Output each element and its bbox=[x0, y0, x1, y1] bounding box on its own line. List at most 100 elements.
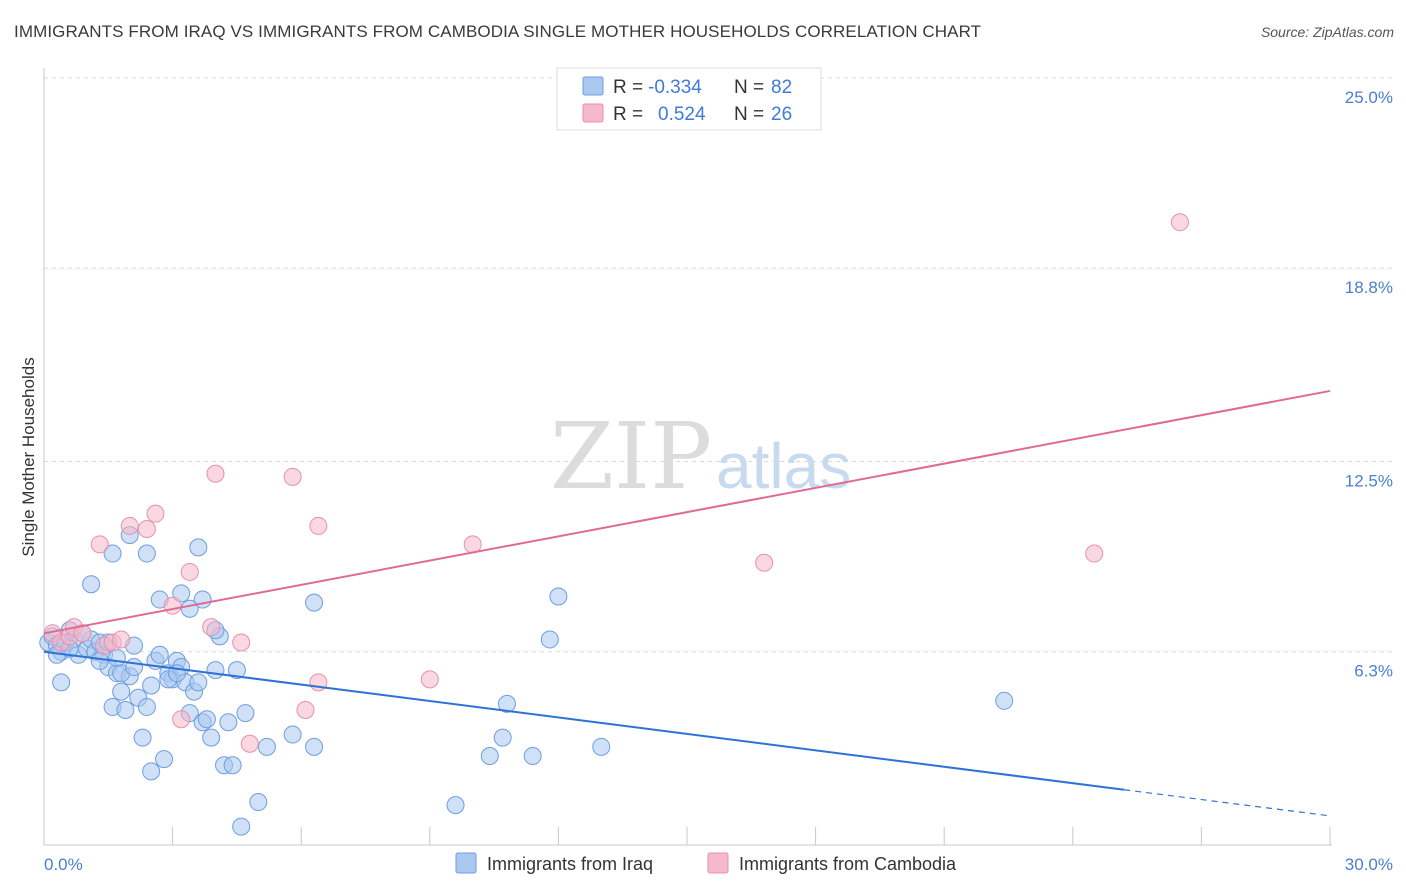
data-point bbox=[1170, 213, 1189, 232]
chart-title: IMMIGRANTS FROM IRAQ VS IMMIGRANTS FROM … bbox=[14, 22, 982, 41]
data-point bbox=[995, 691, 1014, 710]
legend-n-label-iraq: N = bbox=[734, 77, 764, 98]
x-tick-labels: 0.0% 30.0% bbox=[44, 855, 1393, 874]
series-swatch-iraq bbox=[455, 852, 477, 874]
y-tick-label: 25.0% bbox=[1345, 88, 1393, 107]
data-point bbox=[206, 464, 225, 483]
legend-n-value-iraq: 82 bbox=[771, 77, 792, 98]
legend-r-label-cambodia: R = bbox=[613, 104, 643, 125]
data-point bbox=[309, 516, 328, 535]
watermark-zip: ZIP bbox=[550, 403, 712, 510]
trend-line-iraq bbox=[43, 650, 1125, 791]
data-point bbox=[549, 587, 568, 606]
source-credit: Source: ZipAtlas.com bbox=[1260, 24, 1394, 40]
data-point bbox=[90, 535, 109, 554]
data-point bbox=[236, 704, 255, 723]
data-point bbox=[523, 747, 542, 766]
data-point bbox=[755, 553, 774, 572]
legend-swatch-iraq bbox=[582, 76, 604, 96]
watermark-atlas: atlas bbox=[716, 430, 851, 502]
data-point bbox=[249, 793, 268, 812]
correlation-legend: R = -0.334 N = 82 R = 0.524 N = 26 bbox=[556, 67, 822, 131]
data-point bbox=[480, 747, 499, 766]
data-point bbox=[133, 728, 152, 747]
data-point bbox=[206, 661, 225, 680]
data-point bbox=[240, 734, 259, 753]
data-point bbox=[180, 599, 199, 618]
data-points bbox=[39, 213, 1189, 836]
data-point bbox=[305, 593, 324, 612]
series-cambodia-points bbox=[43, 213, 1189, 753]
legend-r-label-iraq: R = bbox=[613, 77, 643, 98]
data-point bbox=[73, 624, 92, 643]
data-point bbox=[120, 516, 139, 535]
data-point bbox=[420, 670, 439, 689]
y-tick-label: 18.8% bbox=[1345, 278, 1393, 297]
data-point bbox=[150, 645, 169, 664]
trend-lines bbox=[43, 389, 1331, 817]
data-point bbox=[219, 713, 238, 732]
axes bbox=[43, 68, 1332, 846]
x-tick-label: 30.0% bbox=[1345, 855, 1393, 874]
data-point bbox=[202, 618, 221, 637]
data-point bbox=[227, 661, 246, 680]
data-point bbox=[197, 710, 216, 729]
series-legend: Immigrants from Iraq Immigrants from Cam… bbox=[455, 852, 957, 874]
trend-line-iraq-extension bbox=[1124, 789, 1331, 817]
data-point bbox=[172, 710, 191, 729]
data-point bbox=[82, 575, 101, 594]
data-point bbox=[137, 544, 156, 563]
legend-swatch-cambodia bbox=[582, 103, 604, 123]
data-point bbox=[172, 584, 191, 603]
gridlines bbox=[44, 77, 1395, 653]
series-swatch-cambodia bbox=[707, 852, 729, 874]
data-point bbox=[446, 796, 465, 815]
data-point bbox=[155, 750, 174, 769]
data-point bbox=[142, 676, 161, 695]
data-point bbox=[283, 725, 302, 744]
data-point bbox=[232, 817, 251, 836]
data-point bbox=[112, 682, 131, 701]
data-point bbox=[283, 467, 302, 486]
data-point bbox=[137, 519, 156, 538]
data-point bbox=[296, 701, 315, 720]
data-point bbox=[52, 673, 71, 692]
data-point bbox=[180, 562, 199, 581]
data-point bbox=[189, 673, 208, 692]
data-point bbox=[103, 544, 122, 563]
series-label-iraq: Immigrants from Iraq bbox=[487, 854, 653, 874]
data-point bbox=[107, 648, 126, 667]
data-point bbox=[142, 762, 161, 781]
data-point bbox=[232, 633, 251, 652]
data-point bbox=[1085, 544, 1104, 563]
data-point bbox=[116, 701, 135, 720]
legend-r-value-iraq: -0.334 bbox=[648, 77, 702, 98]
data-point bbox=[305, 737, 324, 756]
series-label-cambodia: Immigrants from Cambodia bbox=[739, 854, 957, 874]
data-point bbox=[463, 535, 482, 554]
y-axis-label: Single Mother Households bbox=[19, 357, 38, 556]
legend-r-value-cambodia: 0.524 bbox=[658, 104, 706, 125]
data-point bbox=[257, 737, 276, 756]
data-point bbox=[493, 728, 512, 747]
y-tick-labels: 25.0% 18.8% 12.5% 6.3% bbox=[1345, 88, 1393, 681]
data-point bbox=[163, 596, 182, 615]
data-point bbox=[146, 504, 165, 523]
data-point bbox=[497, 694, 516, 713]
data-point bbox=[112, 630, 131, 649]
data-point bbox=[189, 538, 208, 557]
data-point bbox=[125, 658, 144, 677]
y-tick-label: 6.3% bbox=[1354, 662, 1393, 681]
data-point bbox=[540, 630, 559, 649]
data-point bbox=[90, 651, 109, 670]
data-point bbox=[137, 697, 156, 716]
x-tick-label: 0.0% bbox=[44, 855, 83, 874]
trend-line-cambodia bbox=[43, 389, 1331, 635]
data-point bbox=[592, 737, 611, 756]
data-point bbox=[223, 756, 242, 775]
data-point bbox=[202, 728, 221, 747]
legend-n-label-cambodia: N = bbox=[734, 104, 764, 125]
y-tick-label: 12.5% bbox=[1345, 472, 1393, 491]
legend-n-value-cambodia: 26 bbox=[771, 104, 792, 125]
